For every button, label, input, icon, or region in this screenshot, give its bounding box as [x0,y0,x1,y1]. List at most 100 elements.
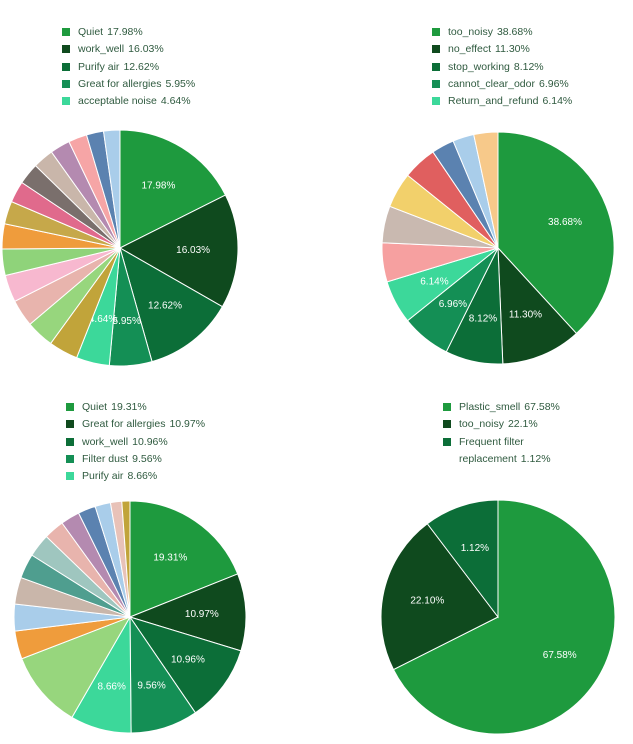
pie-chart-1: 17.98% 16.03% 12.62% 5.95%4.64% [1,129,239,367]
legend-label: acceptable noise [78,95,157,108]
legend-label: Return_and_refund [448,95,539,108]
legend-swatch [443,420,451,429]
legend-label: too_noisy [448,26,493,38]
pie-chart-3: 19.31% 10.97% 10.96% 9.56% 8.66% [13,500,247,734]
pie-slice [392,499,616,735]
legend-3: Quiet 19.31% Great for allergies 10.97% work… [66,399,205,485]
pie-slice [497,131,615,335]
pie-slice [128,573,247,652]
legend-1: Quiet 17.98% work_well 16.03% Purify air 12.6… [62,24,195,110]
legend-label: Great for allergies [78,77,162,90]
pie-chart-4: 67.58% 22.10% 1.12% [380,499,616,735]
legend-label: Quiet [78,26,104,38]
legend-value: 10.97% [169,418,206,431]
legend-item: cannot_clear_odor 6.96% [432,76,572,93]
legend-value: 16.03% [128,43,164,56]
slice-data-label: 1.12% [461,543,489,554]
legend-value: 6.14% [542,95,573,108]
legend-item: Great for allergies 10.97% [66,416,205,433]
pie-slice [473,131,499,249]
legend-swatch [432,62,440,71]
legend-swatch [432,97,440,106]
legend-label: no_effect [448,43,492,56]
legend-item: Frequent filter replacement 1.12% [443,434,563,469]
legend-4: Plastic_smell 67.58% too_noisy 22.1% Frequen… [443,399,563,468]
legend-label: stop_working [448,60,510,73]
legend-item: Purify air 12.62% [62,59,195,76]
legend-swatch [66,403,74,411]
legend-item: work_well 10.96% [66,434,205,451]
legend-label: work_well [82,435,129,448]
slice-data-label: 10.96% [171,655,205,666]
pie-slice [426,499,499,619]
legend-item: no_effect 11.30% [432,41,572,58]
slice-data-label: 4.64% [89,314,117,325]
slice-data-label: 67.58% [543,650,577,661]
legend-swatch [62,97,70,106]
legend-label: cannot_clear_odor [448,77,535,90]
legend-swatch [66,472,74,481]
legend-swatch [62,79,70,88]
pie-slice [119,246,224,363]
legend-value: 9.56% [132,452,162,465]
pie-slice [128,616,242,714]
slice-data-label: 19.31% [153,552,187,563]
legend-label: Plastic_smell [459,401,521,413]
legend-swatch [66,437,74,446]
legend-label: Filter dust [82,452,129,465]
legend-item: Purify air 8.66% [66,468,205,485]
legend-label: Quiet [82,401,108,413]
pie-slice [21,616,132,719]
legend-value: 19.31% [111,401,147,413]
legend-swatch [443,403,451,411]
legend-label: Purify air [78,60,120,73]
legend-swatch [62,62,70,71]
slice-data-label: 22.10% [410,596,444,607]
pie-slice [129,500,239,618]
legend-label: too_noisy [459,418,504,431]
legend-value: 11.30% [495,43,530,56]
legend-2: too_noisy 38.68% no_effect 11.30% stop_worki… [432,24,572,110]
legend-value: 5.95% [165,77,196,90]
legend-item: Filter dust 9.56% [66,451,205,468]
legend-value: 10.96% [132,435,168,448]
legend-item: too_noisy 38.68% [432,24,572,41]
legend-item: work_well 16.03% [62,41,195,58]
slice-data-label: 9.56% [137,681,165,692]
pie-slice [121,500,131,618]
slice-data-label: 11.30% [509,309,542,320]
legend-item: Plastic_smell 67.58% [443,399,563,416]
legend-value: 67.58% [524,401,560,413]
legend-item: stop_working 8.12% [432,59,572,76]
legend-value: 1.12% [520,452,551,465]
legend-item: too_noisy 22.1% [443,416,563,433]
legend-value: 8.66% [127,470,158,483]
legend-swatch [66,420,74,429]
pie-slice [102,129,121,249]
legend-swatch [432,45,440,54]
legend-value: 8.12% [513,60,544,73]
pie-slice [380,523,499,671]
legend-value: 6.96% [538,77,569,90]
slice-data-label: 16.03% [176,245,210,256]
slice-data-label: 10.97% [185,609,219,620]
legend-label: work_well [78,43,125,56]
pie-chart-2: 38.68% 11.30% 8.12%6.96% 6.14% [381,131,615,365]
legend-value: 17.98% [107,26,143,38]
legend-item: Quiet 19.31% [66,399,205,416]
slice-data-label: 17.98% [141,181,175,192]
legend-label: Great for allergies [82,418,166,431]
slice-data-label: 6.14% [420,277,448,288]
legend-swatch [62,45,70,54]
slice-data-label: 5.95% [113,316,141,327]
pie-slice [497,246,578,365]
legend-label: Purify air [82,470,124,483]
legend-swatch [432,28,440,36]
legend-item: Quiet 17.98% [62,24,195,41]
slice-data-label: 6.96% [439,299,467,310]
slice-data-label: 38.68% [548,217,582,228]
legend-label: Frequent filter replacement [459,435,524,465]
legend-swatch [66,454,74,463]
pie-slice [119,129,227,249]
legend-value: 38.68% [496,26,533,38]
